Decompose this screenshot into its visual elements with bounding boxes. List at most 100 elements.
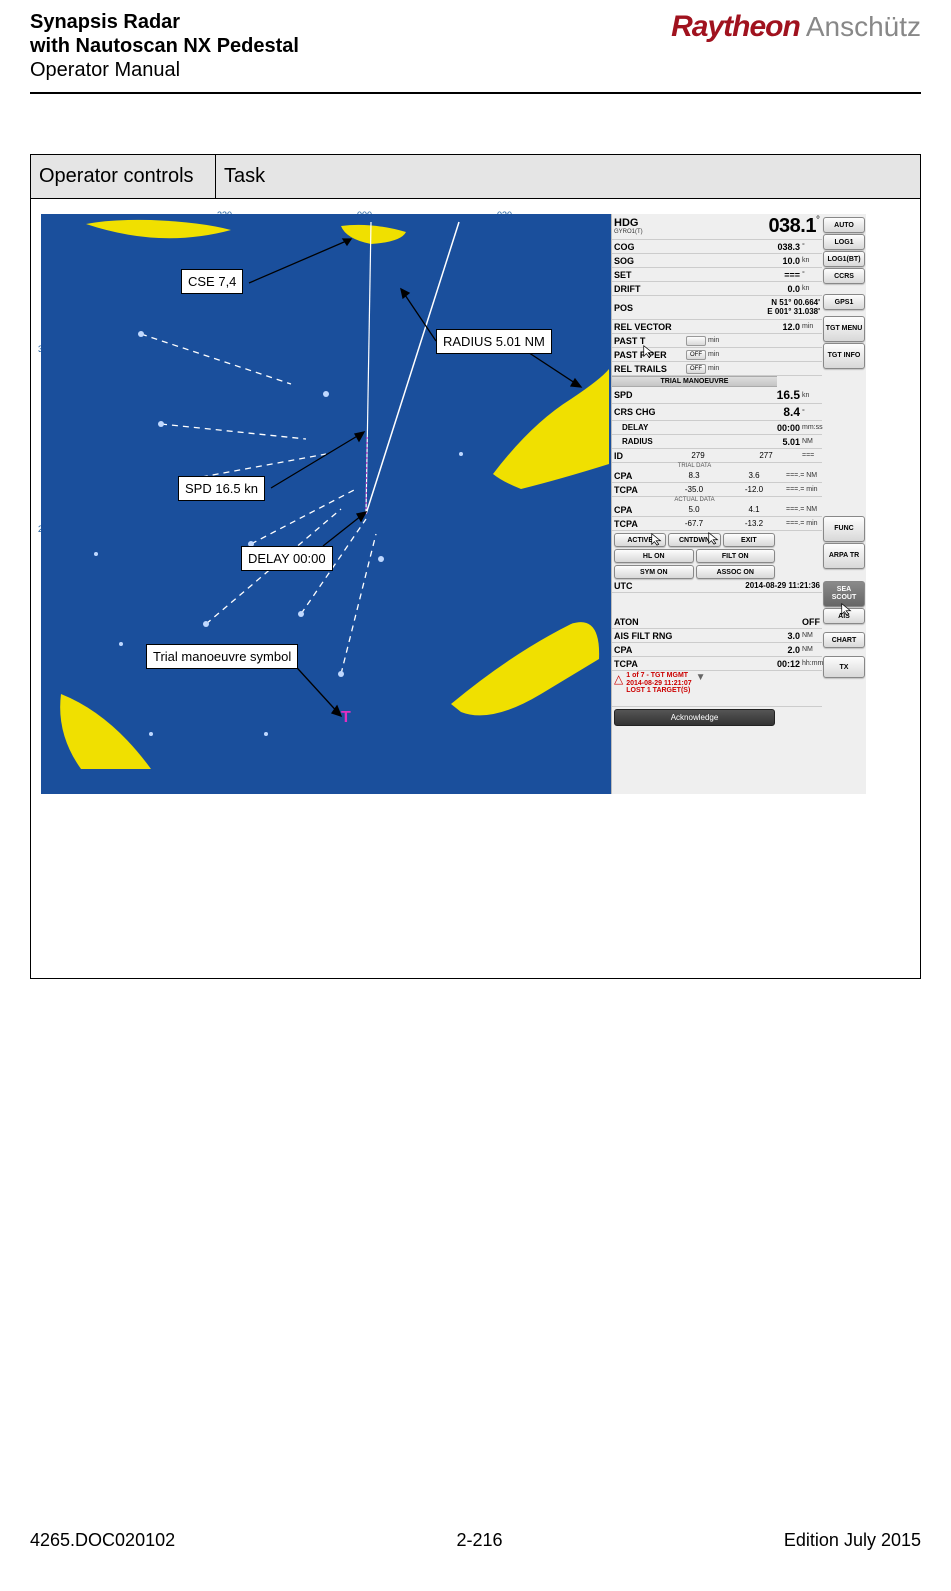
annot-cse: CSE 7,4 [181, 269, 243, 294]
pos-label: POS [614, 303, 664, 313]
vector-value: 12.0 [686, 322, 800, 332]
alert-icon: △ [614, 672, 626, 686]
id-unit: === [800, 452, 820, 459]
acknowledge-button[interactable]: Acknowledge [614, 709, 775, 726]
header-right: Raytheon Anschütz [671, 10, 921, 44]
cpa-b-label: CPA [614, 645, 664, 655]
tcpa-b-label: TCPA [614, 659, 664, 669]
cog-unit: ° [800, 243, 820, 250]
cpa1-label: CPA [614, 471, 664, 481]
chart-button[interactable]: CHART [823, 632, 865, 648]
auto-button[interactable]: AUTO [823, 217, 865, 233]
id-label: ID [614, 451, 664, 461]
func-button[interactable]: FUNC [823, 516, 865, 542]
tgt-menu-button[interactable]: TGT MENU [823, 316, 865, 342]
operator-table: Operator controls Task 330 000 030 060 0… [30, 154, 921, 979]
sog-unit: kn [800, 257, 820, 264]
tm-spd-label: SPD [614, 390, 664, 400]
annot-spd: SPD 16.5 kn [178, 476, 265, 501]
cpa2-label: CPA [614, 505, 664, 515]
tcpa1-v2: -12.0 [724, 485, 784, 494]
footer-left: 4265.DOC020102 [30, 1530, 175, 1551]
col-header-controls: Operator controls [31, 155, 216, 199]
col-header-task: Task [216, 155, 921, 199]
annot-radius: RADIUS 5.01 NM [436, 329, 552, 354]
cpa2-v2: 4.1 [724, 505, 784, 514]
vector-label: REL VECTOR [614, 322, 686, 332]
tgt-info-button[interactable]: TGT INFO [823, 343, 865, 369]
cpa2-unit: ===.= NM [784, 506, 820, 513]
target-echoes [94, 331, 463, 736]
ais-rng-value: 3.0 [686, 631, 800, 641]
past-t-toggle[interactable] [686, 336, 706, 346]
tcpa1-label: TCPA [614, 485, 664, 495]
cursor-icon [840, 602, 854, 616]
trails-toggle[interactable]: OFF [686, 364, 706, 374]
tm-spd-value: 16.5 [664, 388, 800, 402]
tm-crs-unit: ° [800, 409, 820, 416]
radar-ppi: T [41, 214, 611, 794]
tm-crs-value: 8.4 [674, 405, 800, 419]
cpa-b-unit: NM [800, 646, 820, 653]
trails-unit: min [706, 365, 726, 372]
past-p-toggle[interactable]: OFF [686, 350, 706, 360]
tcpa1-unit: ===.= min [784, 486, 820, 493]
sym-on-button[interactable]: SYM ON [614, 565, 694, 579]
cpa1-v1: 8.3 [664, 471, 724, 480]
alert-l3: LOST 1 TARGET(S) [626, 687, 691, 695]
sog-label: SOG [614, 256, 664, 266]
past-p-unit: min [706, 351, 726, 358]
id-v2: 277 [732, 451, 800, 460]
hdg-label: HDG [614, 218, 664, 229]
brand-raytheon: Raytheon [671, 10, 800, 44]
set-value: === [664, 270, 800, 280]
tx-button[interactable]: TX [823, 656, 865, 678]
exit-button[interactable]: EXIT [723, 533, 775, 547]
page-footer: 4265.DOC020102 2-216 Edition July 2015 [30, 1530, 921, 1551]
tcpa-b-value: 00:12 [664, 659, 800, 669]
ccrs-button[interactable]: CCRS [823, 268, 865, 284]
tcpa2-label: TCPA [614, 519, 664, 529]
tcpa2-v1: -67.7 [664, 519, 724, 528]
coast-echoes [60, 220, 609, 769]
pos-lon: E 001° 31.038' [664, 308, 820, 317]
set-unit: ° [800, 271, 820, 278]
tm-delay-label: DELAY [614, 423, 662, 432]
alert-dropdown-icon[interactable]: ▼ [692, 672, 706, 683]
drift-label: DRIFT [614, 284, 664, 294]
heading-line [366, 222, 459, 514]
cpa2-v1: 5.0 [664, 505, 724, 514]
ais-rng-label: AIS FILT RNG [614, 631, 686, 641]
tm-radius-unit: NM [800, 438, 820, 445]
arpa-button[interactable]: ARPA TR [823, 543, 865, 569]
title-line-2: with Nautoscan NX Pedestal [30, 34, 299, 58]
brand-anschutz: Anschütz [806, 11, 921, 43]
hl-on-button[interactable]: HL ON [614, 549, 694, 563]
target-vectors [141, 334, 376, 674]
gps1-button[interactable]: GPS1 [823, 294, 865, 310]
cog-label: COG [614, 242, 664, 252]
utc-value: 2014-08-29 11:21:36 [664, 581, 820, 590]
tm-delay-value: 00:00 [662, 423, 800, 433]
log1bt-button[interactable]: LOG1(BT) [823, 251, 865, 267]
aton-label: ATON [614, 617, 664, 627]
tm-delay-unit: mm:ss [800, 424, 820, 431]
log1-button[interactable]: LOG1 [823, 234, 865, 250]
filt-on-button[interactable]: FILT ON [696, 549, 776, 563]
annot-delay: DELAY 00:00 [241, 546, 333, 571]
radar-screenshot: 330 000 030 060 090 120 150 180 210 240 … [41, 214, 866, 794]
cursor-icon [642, 344, 656, 358]
drift-value: 0.0 [664, 284, 800, 294]
hdg-source: GYRO1(T) [614, 229, 664, 235]
annot-trial: Trial manoeuvre symbol [146, 644, 298, 669]
alert-text: 1 of 7 - TGT MGMT 2014-08-29 11:21:07 LO… [626, 672, 691, 695]
sog-value: 10.0 [664, 256, 800, 266]
hdg-value: 038.1 [768, 215, 816, 237]
aton-value: OFF [664, 617, 820, 627]
tm-radius-label: RADIUS [614, 437, 662, 446]
cursor-icon [650, 532, 664, 546]
table-body-cell: 330 000 030 060 090 120 150 180 210 240 … [31, 199, 921, 979]
assoc-on-button[interactable]: ASSOC ON [696, 565, 776, 579]
tcpa1-v1: -35.0 [664, 485, 724, 494]
trial-course-line [366, 222, 371, 514]
